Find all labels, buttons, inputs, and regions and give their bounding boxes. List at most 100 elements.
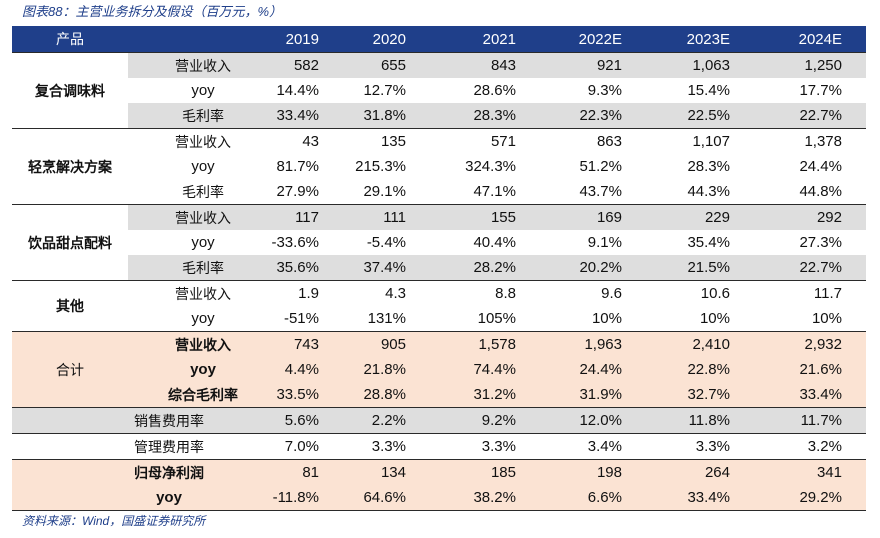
table-cell: 341 bbox=[754, 459, 866, 485]
table-cell: 843 bbox=[430, 52, 540, 78]
table-cell: 31.2% bbox=[430, 382, 540, 408]
table-cell: 198 bbox=[540, 459, 646, 485]
table-row: 毛利率 27.9% 29.1% 47.1% 43.7% 44.3% 44.8% bbox=[12, 179, 866, 205]
table-row: yoy 4.4% 21.8% 74.4% 24.4% 22.8% 21.6% bbox=[12, 357, 866, 382]
table-cell: 11.7% bbox=[754, 407, 866, 434]
metric-label: 毛利率 bbox=[128, 179, 256, 205]
metric-label: 营业收入 bbox=[175, 133, 231, 150]
table-cell: 105% bbox=[430, 306, 540, 332]
table-row: yoy 81.7% 215.3% 324.3% 51.2% 28.3% 24.4… bbox=[12, 154, 866, 179]
table-cell: 29.1% bbox=[343, 179, 430, 205]
table-cell: 135 bbox=[380, 133, 406, 150]
table-cell: 27.3% bbox=[799, 234, 842, 251]
table-cell: 185 bbox=[430, 459, 540, 485]
table-cell: 1,063 bbox=[646, 52, 754, 78]
table-cell: 47.1% bbox=[430, 179, 540, 205]
header-product: 产品 bbox=[12, 26, 128, 53]
metric-label: 综合毛利率 bbox=[128, 382, 256, 408]
table-cell: 10.6 bbox=[700, 285, 730, 302]
table-cell: 44.8% bbox=[754, 179, 866, 205]
table-cell: 8.8 bbox=[495, 285, 516, 302]
table-cell: 7.0% bbox=[256, 433, 343, 460]
table-cell: 40.4% bbox=[473, 234, 516, 251]
table-cell: -5.4% bbox=[366, 234, 406, 251]
metric-label: yoy bbox=[191, 234, 215, 251]
header-year: 2021 bbox=[430, 26, 540, 53]
source-note: 资料来源：Wind，国盛证券研究所 bbox=[22, 514, 206, 528]
table-cell: 21.8% bbox=[343, 357, 430, 382]
table-cell: 74.4% bbox=[430, 357, 540, 382]
table-cell: 3.4% bbox=[540, 433, 646, 460]
metric-label: 营业收入 bbox=[128, 331, 256, 357]
metric-label: 营业收入 bbox=[175, 285, 231, 302]
table-cell: -33.6% bbox=[271, 234, 319, 251]
table-cell: 31.9% bbox=[540, 382, 646, 408]
table-cell: 1,963 bbox=[540, 331, 646, 357]
table-cell: 28.3% bbox=[430, 103, 540, 129]
business-split-table: 产品 2019 2020 2021 2022E 2023E 2024E 复合调味… bbox=[12, 26, 866, 511]
table-cell: 44.3% bbox=[646, 179, 754, 205]
metric-label: yoy bbox=[128, 306, 256, 332]
table-cell: 1,378 bbox=[804, 133, 842, 150]
table-cell: 35.4% bbox=[687, 234, 730, 251]
table-cell: 27.9% bbox=[256, 179, 343, 205]
table-cell: 1,250 bbox=[754, 52, 866, 78]
metric-label: 归母净利润 bbox=[12, 459, 256, 485]
table-cell: 33.4% bbox=[754, 382, 866, 408]
table-cell: 117 bbox=[256, 204, 343, 230]
table-cell: 20.2% bbox=[540, 255, 646, 281]
table-cell: 3.2% bbox=[754, 433, 866, 460]
table-cell: 131% bbox=[343, 306, 430, 332]
table-cell: 21.6% bbox=[754, 357, 866, 382]
header-year: 2019 bbox=[256, 26, 343, 53]
table-cell: 921 bbox=[540, 52, 646, 78]
table-cell: 2.2% bbox=[343, 407, 430, 434]
metric-label: yoy bbox=[191, 158, 215, 175]
table-cell: 3.3% bbox=[343, 433, 430, 460]
table-cell: 10% bbox=[646, 306, 754, 332]
table-cell: 292 bbox=[754, 204, 866, 230]
header-year: 2020 bbox=[343, 26, 430, 53]
table-cell: 29.2% bbox=[754, 485, 866, 511]
table-cell: 24.4% bbox=[540, 357, 646, 382]
table-cell: 655 bbox=[343, 52, 430, 78]
table-row: 合计 营业收入 743 905 1,578 1,963 2,410 2,932 bbox=[12, 331, 866, 408]
table-cell: 28.3% bbox=[687, 158, 730, 175]
table-cell: 81.7% bbox=[276, 158, 319, 175]
metric-label: yoy bbox=[191, 82, 215, 99]
table-cell: 6.6% bbox=[540, 485, 646, 511]
table-cell: 12.0% bbox=[540, 407, 646, 434]
table-row: yoy -33.6% -5.4% 40.4% 9.1% 35.4% 27.3% bbox=[12, 230, 866, 255]
metric-label: 营业收入 bbox=[128, 52, 256, 78]
metric-label: 毛利率 bbox=[128, 255, 256, 281]
group-label: 其他 bbox=[12, 280, 128, 332]
table-cell: 571 bbox=[490, 133, 516, 150]
table-cell: 28.2% bbox=[430, 255, 540, 281]
table-row: yoy 14.4% 12.7% 28.6% 9.3% 15.4% 17.7% bbox=[12, 78, 866, 103]
table-cell: 33.5% bbox=[256, 382, 343, 408]
table-cell: 1,578 bbox=[430, 331, 540, 357]
table-row: 毛利率 35.6% 37.4% 28.2% 20.2% 21.5% 22.7% bbox=[12, 255, 866, 281]
table-cell: 10% bbox=[754, 306, 866, 332]
table-row: 其他 营业收入 1.9 4.3 8.8 9.6 10.6 11.7 bbox=[12, 280, 866, 332]
table-cell: 24.4% bbox=[799, 158, 842, 175]
table-cell: 64.6% bbox=[343, 485, 430, 511]
group-label: 饮品甜点配料 bbox=[12, 204, 128, 281]
table-cell: 43.7% bbox=[540, 179, 646, 205]
table-cell: 10% bbox=[540, 306, 646, 332]
group-label: 合计 bbox=[12, 331, 128, 408]
table-cell: 37.4% bbox=[343, 255, 430, 281]
table-cell: 2,410 bbox=[646, 331, 754, 357]
table-cell: 9.2% bbox=[430, 407, 540, 434]
table-cell: 264 bbox=[646, 459, 754, 485]
table-cell: 17.7% bbox=[799, 82, 842, 99]
table-row: yoy -11.8% 64.6% 38.2% 6.6% 33.4% 29.2% bbox=[12, 485, 866, 511]
metric-label: 营业收入 bbox=[128, 204, 256, 230]
table-row: 销售费用率 5.6% 2.2% 9.2% 12.0% 11.8% 11.7% bbox=[12, 407, 866, 434]
table-cell: 31.8% bbox=[343, 103, 430, 129]
metric-label: 毛利率 bbox=[128, 103, 256, 129]
table-cell: 169 bbox=[540, 204, 646, 230]
table-cell: 15.4% bbox=[687, 82, 730, 99]
table-cell: 2,932 bbox=[754, 331, 866, 357]
table-cell: -11.8% bbox=[256, 485, 343, 511]
